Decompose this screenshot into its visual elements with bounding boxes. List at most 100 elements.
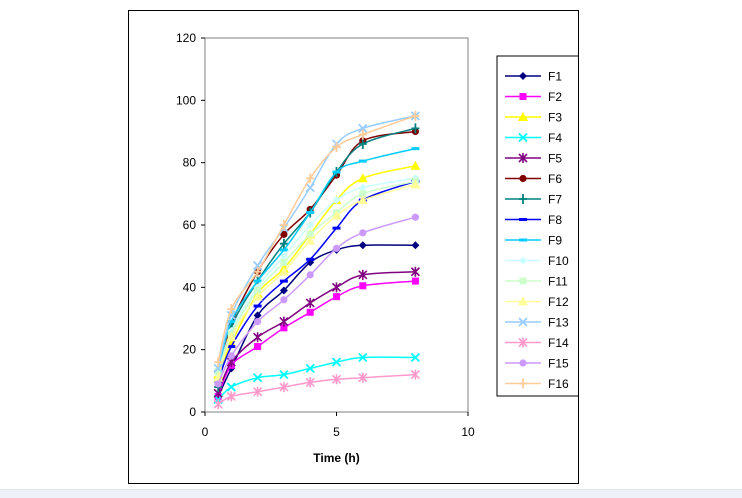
data-point [410,369,420,380]
series-f4 [213,352,421,405]
legend-label: F11 [548,275,568,289]
data-point [227,320,236,324]
data-point [331,282,342,293]
data-point [306,308,314,316]
data-point [306,271,314,279]
legend-label: F12 [548,295,569,309]
y-tick-label: 120 [176,31,196,45]
data-point [279,382,289,393]
data-point [305,297,315,308]
x-axis-title: Time (h) [313,451,359,465]
data-point [280,324,288,332]
plot-area [204,37,469,413]
data-point [214,367,222,375]
data-point [359,229,367,237]
data-point [358,269,368,280]
legend-marker [519,359,527,367]
legend-label: F14 [548,336,569,350]
legend: F1 F2 F3 F4 F5 F6 F7 F8 F9 F10 F11 F12 F13 F14 F15 F16 [505,70,569,391]
legend-label: F16 [548,377,569,391]
data-point [306,257,315,261]
data-point [357,195,368,205]
legend-label: F5 [548,152,562,166]
data-point [331,210,342,220]
data-point [411,213,419,221]
y-tick-label: 40 [183,280,197,294]
data-point [331,357,342,367]
y-tick-label: 0 [189,405,196,419]
y-tick-label: 60 [183,218,197,232]
data-point [253,266,262,277]
data-point [306,173,315,184]
legend-item-f12: F12 [505,295,569,309]
data-point [411,241,420,250]
x-tick-label: 5 [333,425,340,439]
data-point [279,252,288,261]
data-point [332,142,341,153]
series-line [217,130,416,385]
legend-label: F8 [548,213,562,227]
data-point [226,382,236,392]
data-point [358,129,367,140]
data-point [410,352,421,363]
legend-item-f1: F1 [505,70,562,84]
legend-item-f13: F13 [505,316,569,330]
data-point [254,286,262,294]
data-point [359,282,367,290]
data-point [305,235,316,245]
legend-item-f8: F8 [505,213,562,227]
data-point [358,138,367,149]
data-point [253,332,263,343]
data-point [331,374,342,385]
legend-item-f4: F4 [505,131,562,145]
legend-item-f10: F10 [505,254,569,268]
data-point [213,399,223,410]
data-point [306,221,315,229]
chart-frame: 0 20 40 60 80 100 120 0 5 10 Time (h) F1 F2 F3 F4 F5 F… [128,10,580,484]
data-point [252,291,263,301]
legend-marker [518,112,528,121]
data-point [279,220,288,230]
legend-label: F4 [548,131,562,145]
legend-label: F1 [548,70,562,84]
legend-item-f14: F14 [505,336,569,350]
data-point [279,369,289,380]
legend-item-f6: F6 [505,172,562,186]
legend-label: F6 [548,172,562,186]
series-line [217,115,416,363]
series-f12 [213,179,421,382]
data-point [214,380,222,388]
legend-label: F9 [548,234,562,248]
data-point [358,183,367,192]
legend-box [496,55,580,397]
data-point [357,173,368,183]
data-point [333,293,340,301]
legend-item-f9: F9 [505,234,562,248]
data-point [358,352,368,363]
data-point [358,159,367,163]
data-point [332,170,341,174]
data-point [358,123,368,134]
data-point [332,196,341,205]
data-point [332,226,341,230]
data-point [227,304,236,315]
legend-label: F13 [548,316,569,330]
data-point [253,304,262,308]
series-line [217,373,416,405]
legend-marker [519,174,527,183]
legend-item-f16: F16 [505,377,569,391]
data-point [254,318,262,326]
data-point [332,244,341,252]
data-point [411,277,419,285]
data-point [410,179,421,189]
data-point [226,332,237,342]
legend-label: F15 [548,357,569,371]
data-point [226,391,236,402]
legend-label: F7 [548,193,562,207]
legend-item-f7: F7 [505,193,562,207]
data-point [280,296,288,304]
data-point [254,343,262,351]
legend-item-f5: F5 [505,152,562,166]
data-point [306,211,315,215]
